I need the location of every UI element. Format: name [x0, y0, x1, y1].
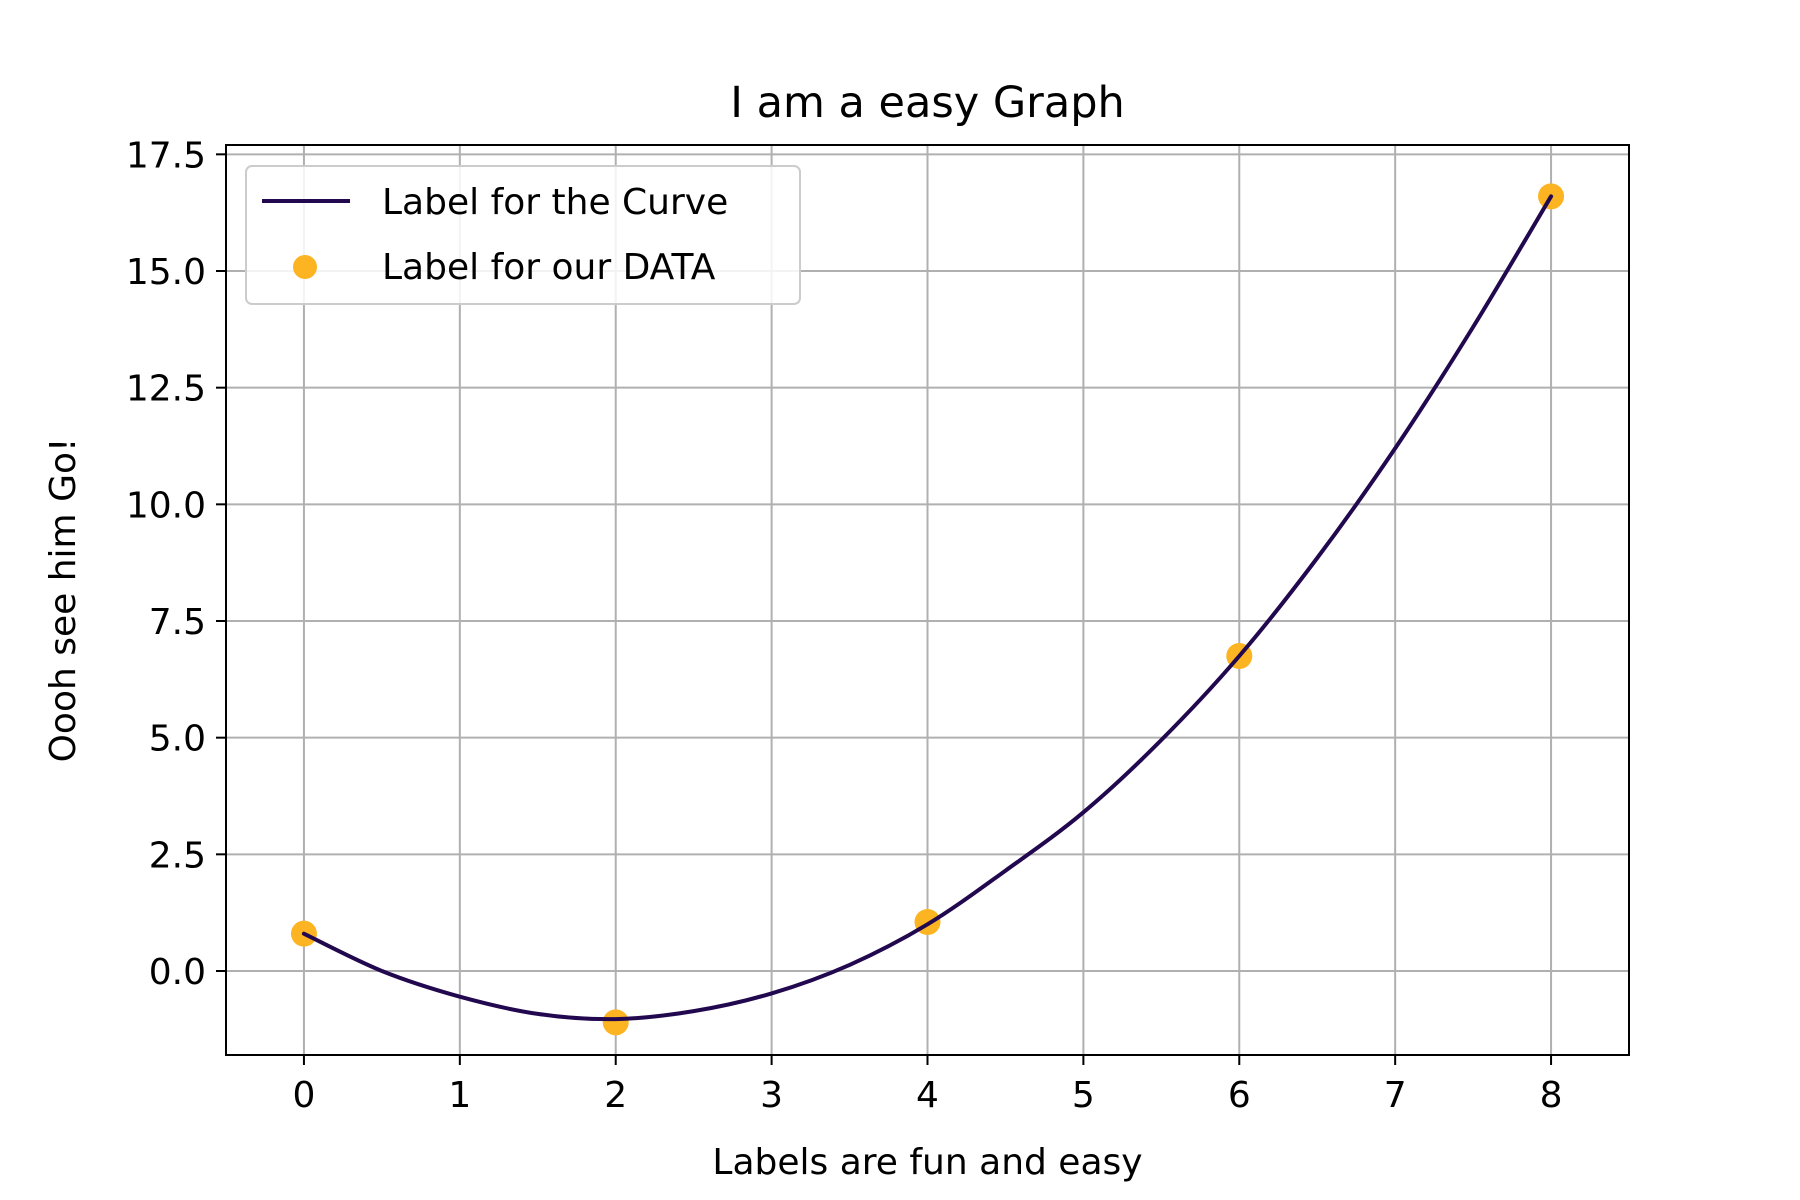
y-tick-label: 17.5 [126, 135, 206, 176]
y-tick-label: 15.0 [126, 252, 206, 293]
curve-line [301, 194, 1554, 1022]
data-point [602, 1009, 629, 1036]
x-tick-label: 1 [448, 1075, 471, 1116]
x-tick-label: 0 [292, 1075, 315, 1116]
x-tick-label: 2 [604, 1075, 627, 1116]
x-tick-label: 3 [760, 1075, 783, 1116]
x-tick-label: 5 [1072, 1075, 1095, 1116]
legend: Label for the Curve Label for our DATA [245, 165, 801, 305]
legend-box [245, 165, 801, 305]
legend-label-curve: Label for the Curve [382, 182, 728, 223]
legend-label-data: Label for our DATA [382, 247, 716, 288]
y-tick-label: 7.5 [149, 602, 206, 643]
x-tick-label: 4 [916, 1075, 939, 1116]
y-tick-label: 5.0 [149, 719, 206, 760]
x-tick-label: 8 [1540, 1075, 1563, 1116]
y-tick-label: 0.0 [149, 952, 206, 993]
y-tick-label: 12.5 [126, 369, 206, 410]
y-tick-label: 2.5 [149, 835, 206, 876]
y-tick-label: 10.0 [126, 485, 206, 526]
legend-swatch-data [293, 255, 317, 279]
grid-layer [226, 145, 1629, 1055]
x-axis-label: Labels are fun and easy [712, 1142, 1142, 1183]
y-axis-label: Oooh see him Go! [43, 438, 84, 763]
chart-title: I am a easy Graph [730, 78, 1125, 128]
x-tick-label: 7 [1384, 1075, 1407, 1116]
x-tick-label: 6 [1228, 1075, 1251, 1116]
tick-layer: 0 1 2 3 4 5 6 7 8 0.0 2.5 5.0 7.5 10.0 12.5 15.0 17.5 [126, 135, 1563, 1116]
data-layer [290, 183, 1565, 1036]
